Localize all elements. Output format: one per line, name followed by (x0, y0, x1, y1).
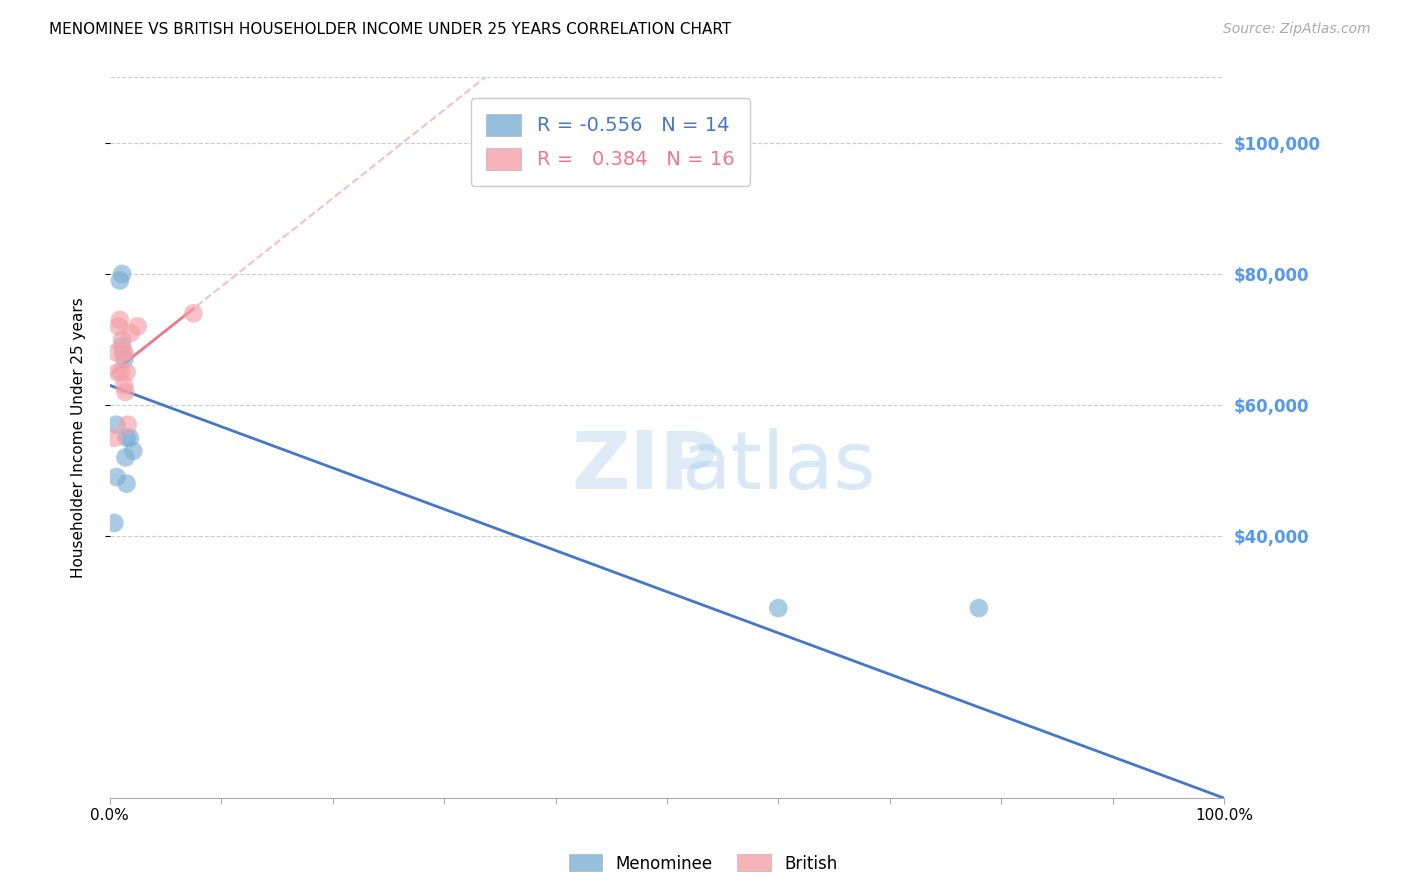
Point (114, 450, 136, 465)
Point (117, 417, 139, 432)
Point (110, 365, 132, 379)
Legend: Menominee, British: Menominee, British (562, 847, 844, 880)
Legend: R = -0.556   N = 14, R =   0.384   N = 16: R = -0.556 N = 14, R = 0.384 N = 16 (471, 98, 749, 186)
Point (112, 345, 135, 359)
Point (114, 384, 136, 399)
Point (105, 417, 128, 432)
Point (183, 306, 205, 320)
Y-axis label: Householder Income Under 25 years: Householder Income Under 25 years (72, 297, 86, 578)
Point (967, 601, 990, 615)
Point (120, 326, 142, 340)
Point (107, 319, 129, 334)
Point (115, 365, 138, 379)
Point (127, 319, 149, 334)
Point (105, 470, 128, 484)
Point (105, 345, 128, 359)
Point (103, 516, 125, 530)
Point (111, 339, 134, 353)
Point (118, 431, 141, 445)
Point (115, 431, 138, 445)
Point (115, 476, 138, 491)
Point (122, 443, 145, 458)
Point (112, 378, 135, 392)
Point (112, 345, 135, 359)
Point (108, 313, 131, 327)
Point (768, 601, 790, 615)
Point (108, 273, 131, 287)
Point (111, 333, 134, 347)
Text: atlas: atlas (681, 427, 876, 506)
Text: MENOMINEE VS BRITISH HOUSEHOLDER INCOME UNDER 25 YEARS CORRELATION CHART: MENOMINEE VS BRITISH HOUSEHOLDER INCOME … (49, 22, 731, 37)
Point (112, 352, 135, 367)
Point (107, 365, 129, 379)
Text: Source: ZipAtlas.com: Source: ZipAtlas.com (1223, 22, 1371, 37)
Point (111, 267, 134, 281)
Text: ZIP: ZIP (571, 427, 718, 506)
Point (103, 431, 125, 445)
